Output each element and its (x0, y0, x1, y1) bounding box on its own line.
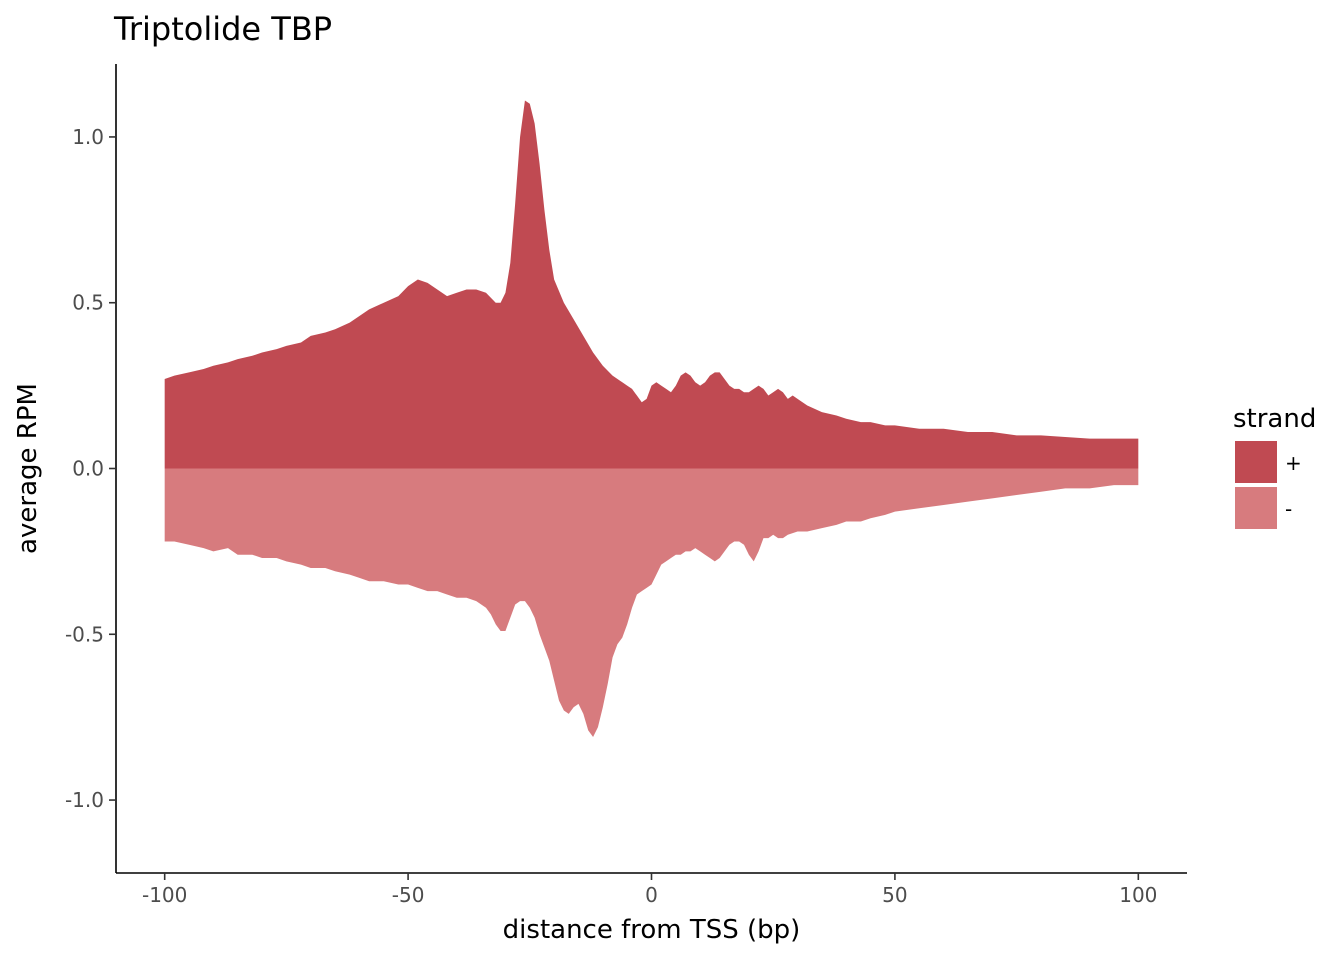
x-tick-label: 0 (645, 883, 658, 907)
x-tick-label: -100 (142, 883, 187, 907)
y-tick-label: 0.0 (72, 457, 104, 481)
legend: strand +- (1233, 404, 1316, 529)
series-area-plus (164, 100, 1139, 469)
y-tick-label: -1.0 (65, 788, 104, 812)
y-axis-title: average RPM (13, 383, 43, 554)
plot-area (164, 100, 1139, 738)
legend-label: - (1285, 497, 1292, 521)
legend-items: +- (1235, 441, 1302, 529)
y-tick-label: -0.5 (65, 622, 104, 646)
x-tick-label: 100 (1119, 883, 1157, 907)
x-tick-label: -50 (392, 883, 425, 907)
x-tick-label: 50 (882, 883, 907, 907)
legend-key-plus (1235, 441, 1277, 483)
y-tick-label: 1.0 (72, 125, 104, 149)
x-axis-title: distance from TSS (bp) (503, 915, 801, 945)
legend-label: + (1285, 451, 1302, 475)
legend-title: strand (1233, 404, 1316, 434)
y-tick-label: 0.5 (72, 291, 104, 315)
y-axis-ticks: -1.0 -0.5 0.0 0.5 1.0 (65, 125, 116, 812)
x-axis-ticks: -100 -50 0 50 100 (142, 873, 1157, 907)
legend-key-minus (1235, 487, 1277, 529)
series-area-minus (164, 468, 1139, 738)
chart-title: Triptolide TBP (113, 10, 332, 48)
